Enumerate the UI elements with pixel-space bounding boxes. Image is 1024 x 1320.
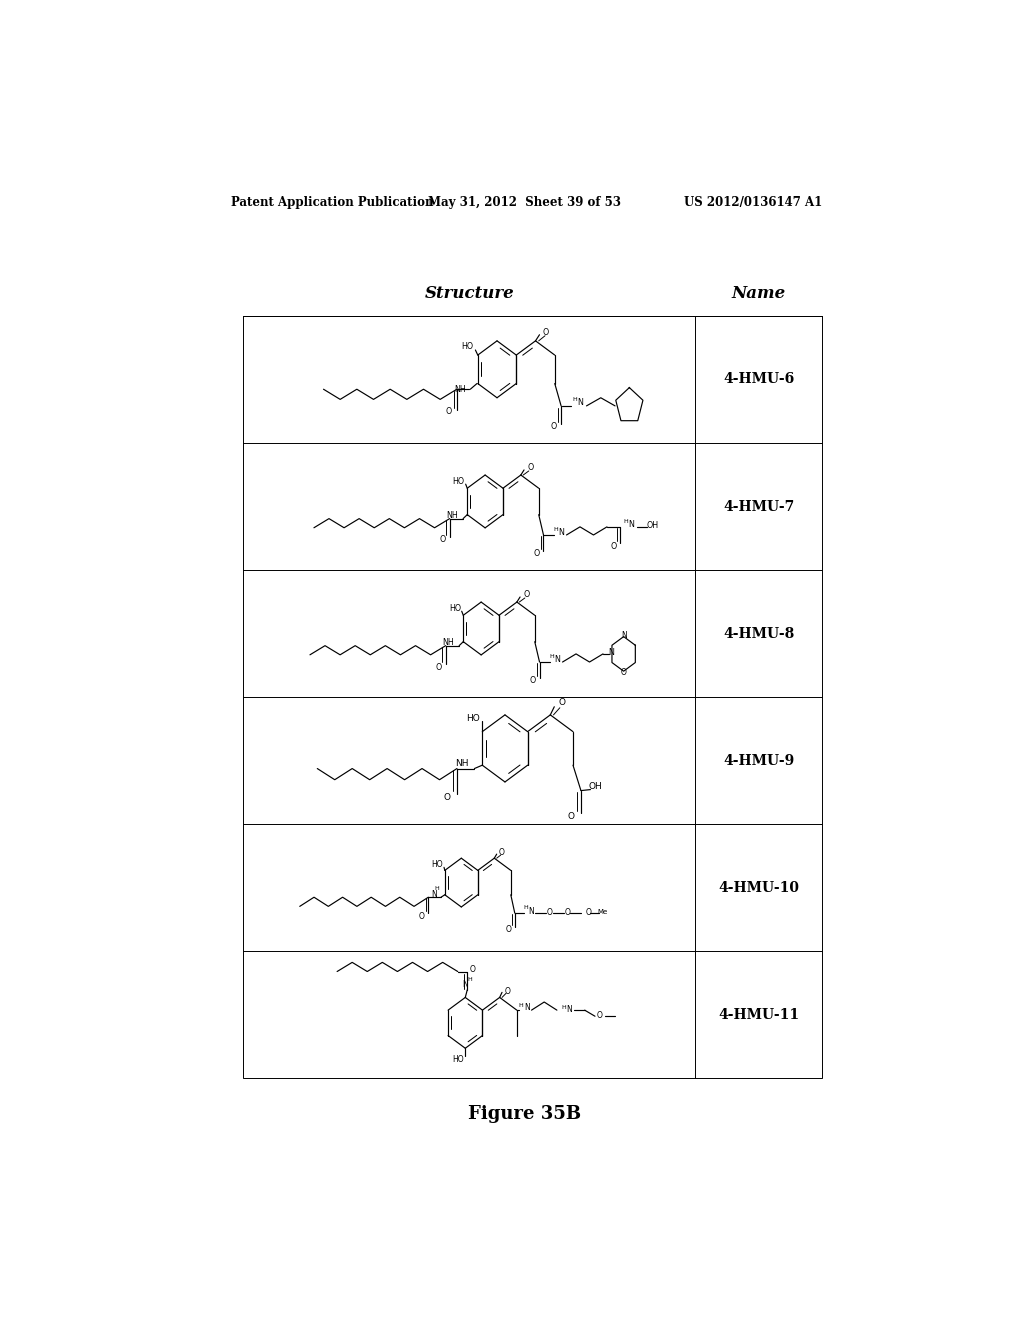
Text: 4-HMU-6: 4-HMU-6 [723, 372, 795, 387]
Text: HO: HO [431, 859, 443, 869]
Text: Me: Me [598, 909, 608, 915]
Text: H: H [553, 528, 558, 532]
Text: H: H [624, 519, 629, 524]
Text: Structure: Structure [424, 285, 514, 302]
Text: N: N [524, 1003, 529, 1011]
Text: H: H [561, 1005, 565, 1010]
Bar [243, 315, 822, 1078]
Text: NH: NH [455, 384, 466, 393]
Text: O: O [439, 536, 445, 544]
Text: 4-HMU-11: 4-HMU-11 [719, 1007, 800, 1022]
Text: NH: NH [442, 638, 455, 647]
Text: HO: HO [452, 1055, 464, 1064]
Text: O: O [621, 668, 627, 677]
Text: O: O [527, 463, 534, 473]
Text: H: H [523, 906, 528, 911]
Text: N: N [578, 399, 583, 408]
Text: HO: HO [453, 477, 465, 486]
Text: 4-HMU-9: 4-HMU-9 [723, 754, 795, 768]
Text: Figure 35B: Figure 35B [468, 1105, 582, 1123]
Text: O: O [506, 925, 511, 933]
Text: H: H [549, 655, 554, 660]
Text: Patent Application Publication: Patent Application Publication [231, 195, 434, 209]
Text: N: N [527, 907, 534, 916]
Text: O: O [550, 421, 556, 430]
Text: O: O [523, 590, 529, 599]
Text: N: N [462, 981, 468, 989]
Text: H: H [434, 886, 439, 891]
Text: O: O [444, 792, 451, 801]
Text: O: O [597, 1011, 603, 1020]
Text: HO: HO [462, 342, 474, 351]
Text: OH: OH [589, 781, 602, 791]
Text: O: O [543, 329, 549, 337]
Text: US 2012/0136147 A1: US 2012/0136147 A1 [684, 195, 822, 209]
Text: N: N [554, 656, 560, 664]
Text: O: O [586, 908, 591, 916]
Text: 4-HMU-7: 4-HMU-7 [723, 499, 795, 513]
Text: H: H [572, 397, 577, 403]
Text: N: N [558, 528, 564, 537]
Text: O: O [529, 676, 536, 685]
Text: N: N [566, 1005, 571, 1014]
Text: HO: HO [449, 603, 461, 612]
Text: O: O [610, 541, 616, 550]
Text: 4-HMU-8: 4-HMU-8 [723, 627, 795, 640]
Text: N: N [608, 648, 613, 657]
Text: May 31, 2012  Sheet 39 of 53: May 31, 2012 Sheet 39 of 53 [428, 195, 622, 209]
Text: O: O [435, 663, 441, 672]
Text: H: H [467, 977, 472, 982]
Text: O: O [419, 912, 425, 921]
Text: NH: NH [446, 511, 459, 520]
Text: N: N [629, 520, 635, 529]
Text: N: N [621, 631, 627, 640]
Text: O: O [558, 698, 565, 708]
Text: O: O [568, 812, 574, 821]
Text: O: O [445, 407, 452, 416]
Text: O: O [499, 847, 505, 857]
Text: O: O [505, 987, 510, 995]
Text: O: O [470, 965, 476, 974]
Text: Name: Name [732, 285, 786, 302]
Text: O: O [547, 908, 553, 916]
Text: NH: NH [456, 759, 469, 768]
Text: OH: OH [647, 521, 659, 531]
Text: H: H [519, 1003, 523, 1007]
Text: O: O [564, 908, 570, 916]
Text: HO: HO [466, 714, 480, 723]
Text: N: N [431, 890, 437, 899]
Text: 4-HMU-10: 4-HMU-10 [719, 880, 800, 895]
Text: O: O [534, 549, 540, 558]
